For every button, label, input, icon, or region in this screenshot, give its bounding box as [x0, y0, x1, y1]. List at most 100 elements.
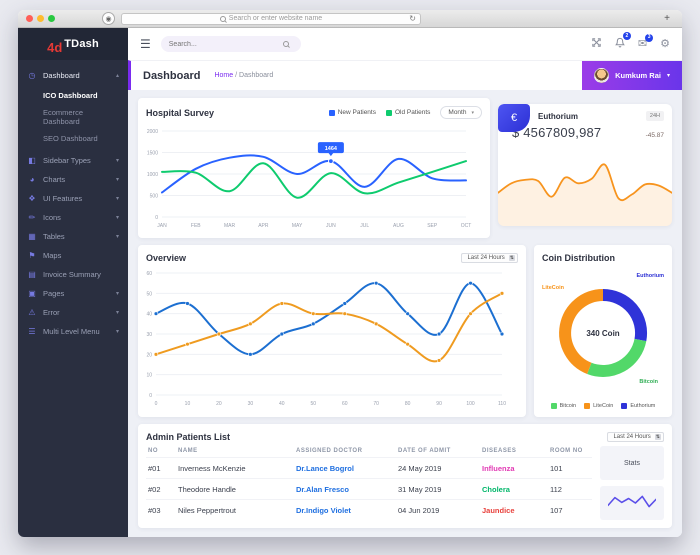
- map-icon: ⚑: [28, 251, 36, 260]
- svg-text:40: 40: [146, 312, 152, 318]
- coin-distribution-title: Coin Distribution: [542, 253, 615, 263]
- app-logo[interactable]: 4d TDash: [18, 28, 128, 60]
- user-name: Kumkum Rai: [615, 71, 661, 80]
- sidebar-item-maps[interactable]: ⚑ Maps: [28, 251, 62, 260]
- disease-badge: Influenza: [480, 456, 548, 479]
- breadcrumb: Home / Dashboard: [214, 72, 274, 79]
- svg-text:SEP: SEP: [427, 223, 438, 229]
- svg-text:AUG: AUG: [393, 223, 404, 229]
- legend-litecoin: LiteCoin: [584, 403, 613, 409]
- svg-text:50: 50: [310, 401, 316, 407]
- search-input[interactable]: [168, 40, 279, 48]
- address-bar[interactable]: Search or enter website name ↻: [121, 12, 421, 25]
- svg-text:30: 30: [248, 401, 254, 407]
- sidebar-item-tables[interactable]: ▦ Tables ▾: [28, 232, 119, 241]
- close-window-button[interactable]: [26, 15, 33, 22]
- euthorium-change: -45.87: [645, 132, 664, 139]
- chevron-down-icon: ▾: [115, 158, 119, 164]
- coin-legend: Bitcoin LiteCoin Euthorium: [542, 403, 664, 409]
- search-box[interactable]: [160, 36, 301, 52]
- sidebar-subitem-ecommerce-dashboard[interactable]: Ecommerce Dashboard: [43, 108, 84, 126]
- hospital-survey-chart: 0 500 1000 1500 2000 JAN FEB MAR APR MAY JUN JUL AUG…: [147, 129, 471, 229]
- features-icon: ❖: [28, 194, 36, 203]
- sidebar-subitem-ico-dashboard[interactable]: ICO Dashboard: [43, 91, 98, 100]
- refresh-icon[interactable]: ↻: [409, 13, 416, 23]
- svg-text:10: 10: [146, 373, 152, 379]
- patients-table: NO NAME ASSIGNED DOCTOR DATE OF ADMIT DI…: [146, 446, 592, 520]
- table-header-row: NO NAME ASSIGNED DOCTOR DATE OF ADMIT DI…: [148, 448, 583, 454]
- chevron-down-icon: ▾: [115, 234, 119, 240]
- sidebar-item-pages[interactable]: ▣ Pages ▾: [28, 289, 119, 298]
- sidebar-item-sidebar-types[interactable]: ◧ Sidebar Types ▾: [28, 156, 119, 165]
- address-bar-placeholder: Search or enter website name: [228, 15, 323, 22]
- logo-prefix: 4d: [47, 39, 63, 55]
- svg-text:APR: APR: [258, 223, 269, 229]
- window-controls: [26, 15, 96, 22]
- sidebar-item-ui-features[interactable]: ❖ UI Features ▾: [28, 194, 119, 203]
- chevron-down-icon: ▾: [115, 196, 119, 202]
- svg-text:50: 50: [146, 291, 152, 297]
- hamburger-menu-icon[interactable]: ☰: [140, 37, 151, 51]
- legend-euthorium: Euthorium: [621, 403, 655, 409]
- svg-text:500: 500: [150, 194, 159, 200]
- dashboard-content: Hospital Survey New Patients Old Patient…: [128, 90, 682, 537]
- legend-swatch: [328, 109, 335, 116]
- table-icon: ▦: [28, 232, 36, 241]
- expand-icon[interactable]: [591, 37, 602, 51]
- stats-tiles: Stats: [600, 446, 664, 520]
- svg-text:1464: 1464: [325, 146, 338, 152]
- doctor-link[interactable]: Dr.Lance Bogrol: [294, 456, 396, 479]
- mail-icon[interactable]: ✉ 3: [638, 33, 654, 50]
- zoom-window-button[interactable]: [48, 15, 55, 22]
- minimize-window-button[interactable]: [37, 15, 44, 22]
- sparkline-tile[interactable]: [600, 486, 664, 520]
- svg-text:70: 70: [373, 401, 379, 407]
- overview-period-select[interactable]: Last 24 Hours ⇅: [461, 253, 518, 263]
- sidebar-item-icons[interactable]: ✏ Icons ▾: [28, 213, 119, 222]
- svg-text:60: 60: [342, 401, 348, 407]
- user-menu-button[interactable]: Kumkum Rai ▾: [582, 61, 682, 90]
- new-tab-button[interactable]: +: [664, 13, 670, 24]
- breadcrumb-home-link[interactable]: Home: [214, 72, 234, 79]
- svg-text:JUN: JUN: [326, 223, 336, 229]
- mail-badge: 3: [645, 33, 654, 42]
- table-row: #02 Theodore Handle Dr.Alan Fresco 31 Ma…: [146, 478, 592, 500]
- bell-icon[interactable]: 2: [614, 32, 631, 51]
- layout-icon: ◧: [28, 156, 36, 165]
- chevron-down-icon: ▾: [666, 73, 670, 79]
- chevron-down-icon: ▾: [115, 215, 119, 221]
- euthorium-card: € Euthorium 24H $ 4567809,987 -45.87: [498, 104, 672, 226]
- avatar: [594, 68, 610, 83]
- table-row: #03 Niles Peppertrout Dr.Indigo Violet 0…: [146, 499, 592, 520]
- stats-tile[interactable]: Stats: [600, 446, 664, 480]
- svg-text:MAR: MAR: [224, 223, 236, 229]
- svg-text:0: 0: [149, 393, 152, 399]
- select-arrows-icon: ⇅: [508, 255, 515, 261]
- svg-text:100: 100: [466, 401, 475, 407]
- euthorium-trend-chart: [498, 163, 672, 226]
- svg-text:40: 40: [279, 401, 285, 407]
- doctor-link[interactable]: Dr.Indigo Violet: [294, 499, 396, 520]
- levels-icon: ☰: [28, 327, 36, 336]
- gear-icon[interactable]: ⚙: [660, 37, 670, 50]
- svg-text:10: 10: [185, 401, 191, 407]
- coin-donut: 340 Coin Euthorium Bitcoin LiteCoin: [542, 263, 664, 403]
- month-select[interactable]: Month ▾: [440, 106, 482, 119]
- sidebar-item-charts[interactable]: ◕ Charts ▾: [18, 170, 128, 189]
- sidebar-subitem-seo-dashboard[interactable]: SEO Dashboard: [43, 134, 98, 143]
- sidebar-item-error[interactable]: ⚠ Error ▾: [28, 308, 119, 317]
- sidebar-item-multi-level-menu[interactable]: ☰ Multi Level Menu ▾: [28, 327, 119, 336]
- hospital-survey-legend: New Patients Old Patients Month ▾: [328, 106, 482, 119]
- extension-icon[interactable]: ◉: [102, 12, 115, 25]
- hospital-survey-title: Hospital Survey: [146, 107, 215, 118]
- period-badge: 24H: [645, 111, 664, 121]
- sidebar-item-invoice-summary[interactable]: ▤ Invoice Summary: [28, 270, 101, 279]
- page-header: Dashboard Home / Dashboard Kumkum Rai ▾: [128, 60, 682, 90]
- euthorium-amount: $ 4567809,987: [512, 125, 602, 140]
- dashboard-submenu: ICO Dashboard Ecommerce Dashboard SEO Da…: [18, 85, 128, 151]
- sidebar-item-dashboard[interactable]: ◷ Dashboard ▴: [28, 71, 120, 80]
- patients-period-select[interactable]: Last 24 Hours ⇅: [607, 432, 664, 442]
- legend-swatch: [385, 109, 392, 116]
- doctor-link[interactable]: Dr.Alan Fresco: [294, 478, 396, 500]
- svg-text:80: 80: [405, 401, 411, 407]
